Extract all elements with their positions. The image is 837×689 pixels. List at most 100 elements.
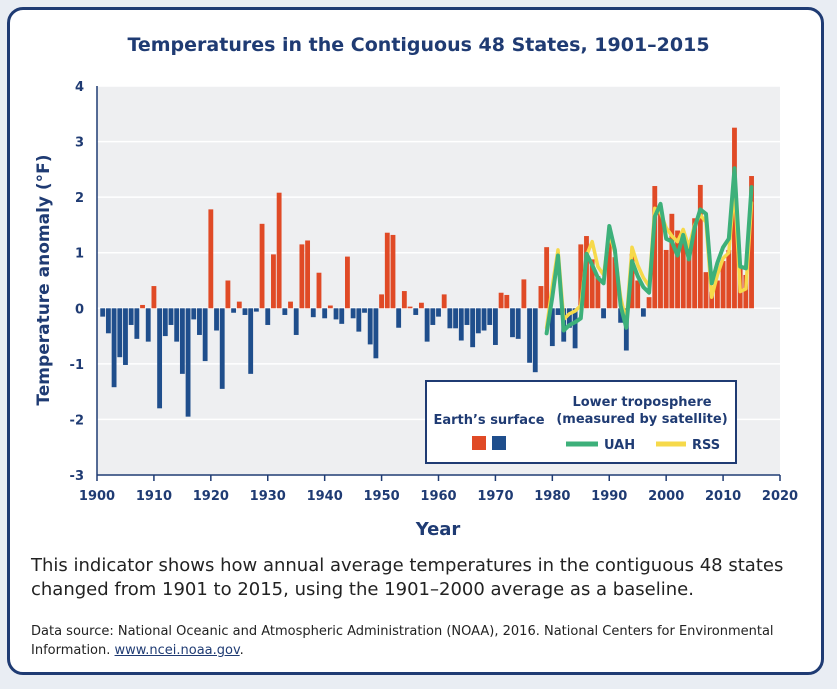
surface-bar	[470, 308, 476, 348]
surface-bar	[589, 259, 595, 309]
surface-bar	[117, 308, 123, 358]
data-source: Data source: National Oceanic and Atmosp…	[31, 622, 821, 660]
surface-bar	[703, 272, 709, 309]
surface-bar	[652, 186, 658, 309]
surface-bar	[493, 308, 498, 345]
surface-bar	[145, 308, 151, 342]
surface-bar	[276, 192, 282, 309]
surface-bar	[578, 244, 584, 309]
y-tick-label: -3	[70, 469, 84, 484]
surface-bar	[362, 308, 367, 313]
surface-bar	[333, 308, 339, 320]
surface-bar	[675, 230, 680, 309]
x-tick-label: 1930	[250, 489, 286, 504]
surface-bar	[179, 308, 185, 374]
surface-bar	[219, 308, 225, 389]
surface-bar	[111, 308, 117, 388]
y-tick-label: 4	[75, 80, 84, 95]
surface-bar	[202, 308, 208, 362]
surface-bar	[316, 272, 322, 309]
x-tick-label: 2020	[762, 489, 798, 504]
surface-bar	[396, 308, 402, 328]
surface-bar	[487, 308, 493, 325]
surface-bar	[310, 308, 316, 318]
surface-bars	[100, 127, 754, 417]
axes	[96, 86, 781, 481]
surface-bar	[527, 308, 532, 363]
y-tick-label: 3	[75, 136, 84, 151]
surface-bar	[453, 308, 458, 329]
legend-negative-swatch	[492, 436, 506, 450]
source-link[interactable]: www.ncei.noaa.gov	[114, 643, 240, 658]
surface-bar	[265, 308, 271, 325]
surface-bar	[515, 308, 521, 339]
surface-bar	[162, 308, 168, 337]
surface-bar	[521, 279, 527, 309]
surface-bar	[441, 294, 447, 309]
x-axis-label: Year	[415, 519, 461, 540]
surface-bar	[373, 308, 379, 359]
surface-bar	[282, 308, 288, 315]
surface-bar	[253, 308, 259, 312]
surface-bar	[549, 308, 555, 347]
legend-satellite-label-line: (measured by satellite)	[556, 412, 727, 427]
uah-line	[544, 166, 754, 336]
surface-bar	[510, 308, 515, 338]
chart-title: Temperatures in the Contiguous 48 States…	[127, 34, 710, 56]
legend-uah-label: UAH	[604, 438, 635, 453]
surface-bar	[322, 308, 328, 319]
surface-bar	[635, 280, 641, 309]
y-tick-label: -2	[70, 413, 84, 428]
legend-satellite-label-line: Lower troposphere	[572, 395, 711, 410]
caption: This indicator shows how annual average …	[31, 555, 784, 600]
surface-bar	[566, 308, 572, 328]
surface-bar	[345, 256, 350, 309]
surface-bar	[157, 308, 163, 409]
surface-bar	[100, 308, 106, 317]
surface-bar	[714, 280, 720, 309]
surface-bar	[572, 308, 578, 349]
surface-bar	[709, 291, 715, 309]
surface-bar	[208, 209, 214, 309]
surface-bar	[407, 306, 413, 309]
x-tick-label: 1990	[591, 489, 627, 504]
surface-bar	[436, 308, 441, 317]
surface-bar	[174, 308, 180, 342]
surface-bar	[225, 280, 231, 309]
surface-bar	[191, 308, 197, 320]
surface-bar	[259, 223, 265, 309]
surface-bar	[618, 308, 624, 323]
x-tick-label: 1970	[477, 489, 513, 504]
surface-bar	[305, 240, 311, 309]
surface-bar	[288, 301, 293, 309]
x-tick-label: 1980	[534, 489, 570, 504]
surface-bar	[669, 213, 675, 309]
surface-bar	[424, 308, 430, 342]
surface-bar	[105, 308, 111, 334]
surface-bar	[538, 286, 544, 309]
surface-bar	[475, 308, 481, 334]
surface-bar	[242, 308, 248, 315]
surface-bar	[151, 286, 157, 309]
surface-bar	[327, 305, 333, 309]
surface-bar	[749, 176, 754, 309]
surface-bar	[686, 240, 692, 309]
surface-bar	[658, 209, 663, 309]
surface-bar	[293, 308, 299, 335]
surface-bar	[197, 308, 202, 335]
surface-bar	[384, 232, 390, 309]
surface-bar	[606, 238, 612, 309]
surface-bar	[128, 308, 134, 325]
surface-bar	[248, 308, 254, 374]
surface-bar	[419, 302, 424, 309]
surface-bar	[498, 292, 504, 309]
surface-bar	[390, 234, 396, 309]
x-tick-label: 1940	[307, 489, 343, 504]
surface-bar	[339, 308, 345, 324]
x-tick-label: 1900	[79, 489, 115, 504]
surface-bar	[720, 261, 726, 309]
legend: Earth’s surface Lower troposphere (measur…	[425, 380, 737, 464]
surface-bar	[214, 308, 219, 331]
source-suffix: .	[239, 643, 244, 658]
